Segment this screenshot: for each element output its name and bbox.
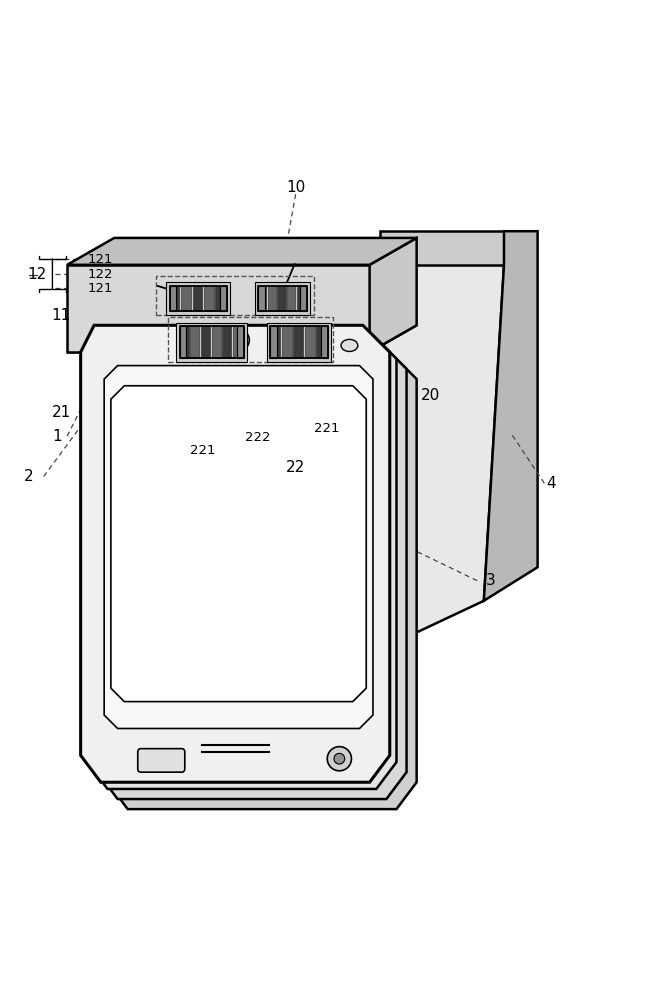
FancyBboxPatch shape (176, 323, 247, 362)
Polygon shape (370, 238, 417, 352)
FancyBboxPatch shape (270, 326, 280, 358)
FancyBboxPatch shape (258, 286, 265, 311)
FancyBboxPatch shape (215, 286, 225, 311)
Ellipse shape (341, 339, 358, 351)
FancyBboxPatch shape (192, 286, 202, 311)
Polygon shape (67, 238, 417, 265)
Text: 20: 20 (421, 388, 439, 403)
Text: 121: 121 (87, 282, 113, 295)
Text: 12: 12 (28, 267, 46, 282)
Circle shape (327, 747, 351, 771)
FancyBboxPatch shape (138, 749, 185, 772)
FancyBboxPatch shape (255, 282, 310, 315)
FancyBboxPatch shape (305, 326, 314, 358)
FancyBboxPatch shape (220, 286, 226, 311)
Text: 10: 10 (286, 180, 305, 195)
Polygon shape (111, 386, 366, 702)
Text: 121: 121 (87, 253, 113, 266)
Polygon shape (108, 352, 417, 809)
FancyBboxPatch shape (204, 286, 214, 311)
Polygon shape (97, 342, 407, 799)
FancyBboxPatch shape (287, 286, 296, 311)
FancyBboxPatch shape (300, 286, 306, 311)
FancyBboxPatch shape (270, 326, 277, 358)
FancyBboxPatch shape (181, 286, 191, 311)
Polygon shape (87, 332, 396, 789)
FancyBboxPatch shape (321, 326, 328, 358)
Text: 22: 22 (286, 460, 305, 475)
FancyBboxPatch shape (169, 286, 179, 311)
Polygon shape (104, 366, 373, 728)
Text: 222: 222 (245, 431, 271, 444)
FancyBboxPatch shape (267, 286, 276, 311)
FancyBboxPatch shape (166, 282, 230, 315)
FancyBboxPatch shape (190, 326, 200, 358)
Polygon shape (81, 325, 390, 782)
FancyBboxPatch shape (237, 326, 243, 358)
Polygon shape (67, 265, 370, 352)
Polygon shape (370, 265, 504, 655)
Text: 11: 11 (51, 308, 70, 323)
Text: 122: 122 (87, 268, 113, 281)
Text: 221: 221 (190, 444, 216, 457)
FancyBboxPatch shape (233, 326, 242, 358)
Polygon shape (484, 231, 538, 601)
FancyBboxPatch shape (180, 326, 189, 358)
FancyBboxPatch shape (180, 326, 187, 358)
FancyBboxPatch shape (278, 286, 286, 311)
Text: 21: 21 (52, 405, 71, 420)
FancyBboxPatch shape (293, 326, 303, 358)
Circle shape (334, 753, 345, 764)
FancyBboxPatch shape (282, 326, 292, 358)
Text: 221: 221 (314, 422, 340, 435)
Polygon shape (67, 325, 417, 352)
FancyBboxPatch shape (222, 326, 231, 358)
Polygon shape (380, 231, 504, 265)
FancyBboxPatch shape (267, 323, 331, 362)
FancyBboxPatch shape (212, 326, 220, 358)
FancyBboxPatch shape (258, 286, 266, 311)
FancyBboxPatch shape (201, 326, 210, 358)
FancyBboxPatch shape (317, 326, 326, 358)
Text: 2: 2 (24, 469, 33, 484)
FancyBboxPatch shape (169, 286, 176, 311)
Text: 4: 4 (546, 476, 556, 491)
Circle shape (228, 329, 249, 351)
Text: 3: 3 (486, 573, 495, 588)
Text: 1: 1 (52, 429, 62, 444)
FancyBboxPatch shape (297, 286, 305, 311)
